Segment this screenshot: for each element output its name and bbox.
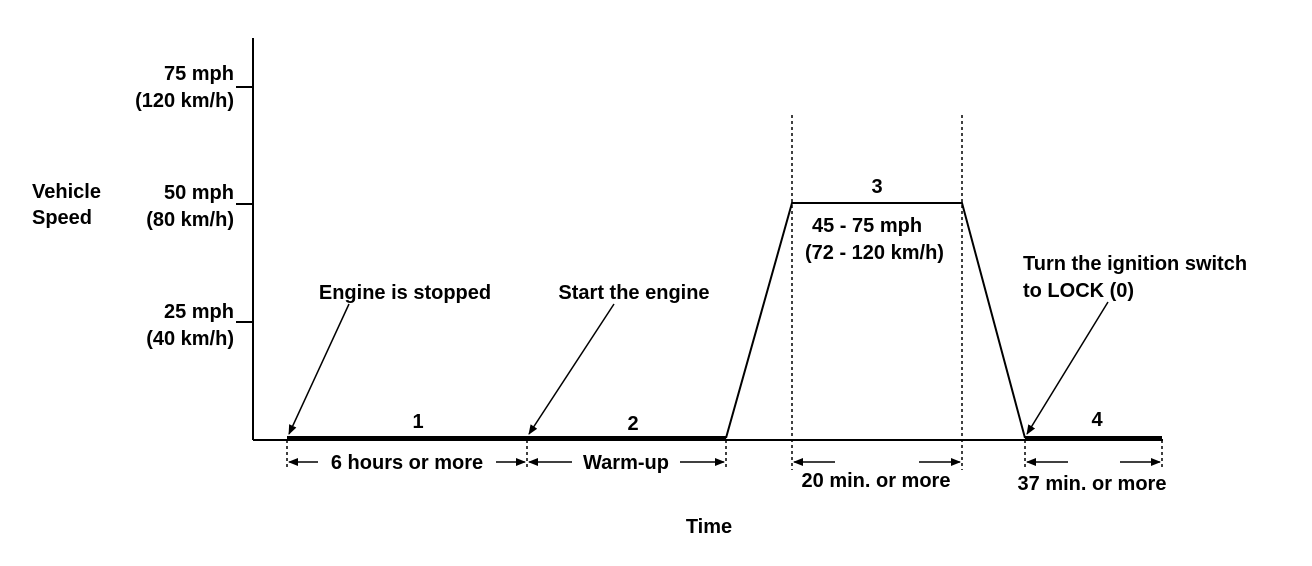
y-tick-80-kmh: (80 km/h): [146, 209, 234, 231]
phase-1-number: 1: [412, 411, 423, 433]
callout-start-engine-arrow: [528, 303, 615, 435]
phase-3-duration: 20 min. or more: [802, 470, 951, 492]
phase-3-number: 3: [871, 176, 882, 198]
x-axis-title: Time: [686, 516, 732, 538]
y-tick-50-mph: 50 mph: [164, 182, 234, 204]
phase-3-speed-mph: 45 - 75 mph: [812, 215, 922, 237]
phase-4-duration: 37 min. or more: [1018, 473, 1167, 495]
y-axis-title-line2: Speed: [32, 207, 92, 229]
phase-3-speed-kmh: (72 - 120 km/h): [805, 242, 944, 264]
callout-ignition-line1: Turn the ignition switch: [1023, 253, 1247, 275]
callout-engine-stopped-arrow: [288, 303, 350, 435]
callout-ignition-arrow: [1026, 301, 1109, 435]
phase-2-number: 2: [627, 413, 638, 435]
y-tick-25-mph: 25 mph: [164, 301, 234, 323]
y-tick-75-mph: 75 mph: [164, 63, 234, 85]
callout-start-engine: Start the engine: [558, 282, 709, 304]
phase-1-duration: 6 hours or more: [331, 452, 483, 474]
y-tick-40-kmh: (40 km/h): [146, 328, 234, 350]
callout-ignition-line2: to LOCK (0): [1023, 280, 1134, 302]
phase-3-trapezoid: [725, 202, 1026, 439]
callout-engine-stopped: Engine is stopped: [319, 282, 491, 304]
phase-4-number: 4: [1091, 409, 1103, 431]
y-tick-120-kmh: (120 km/h): [135, 90, 234, 112]
y-axis-title-line1: Vehicle: [32, 181, 101, 203]
phase-2-duration: Warm-up: [583, 452, 669, 474]
